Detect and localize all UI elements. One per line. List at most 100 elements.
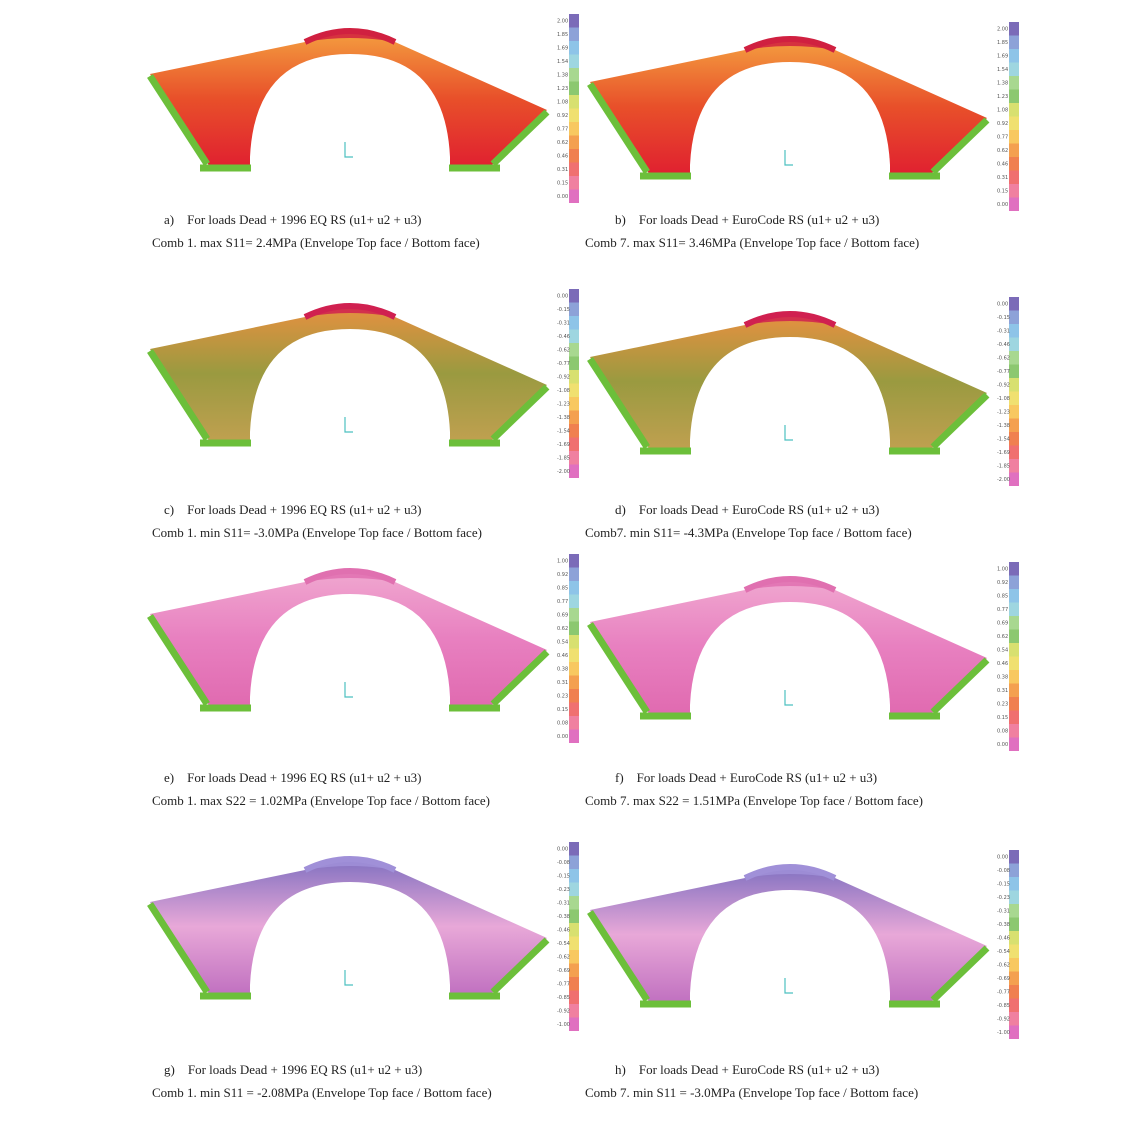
legend-swatch — [569, 370, 579, 384]
caption-line: a) For loads Dead + 1996 EQ RS (u1+ u2 +… — [152, 208, 572, 231]
arch-edge — [303, 568, 397, 585]
legend-label: -1.85 — [557, 455, 570, 461]
legend-swatch — [1009, 944, 1019, 958]
legend-swatch — [1009, 324, 1019, 338]
legend-label: 0.54 — [997, 647, 1008, 653]
bridge-body — [590, 313, 987, 450]
support — [587, 622, 650, 714]
contour-figure: 1.00 0.92 0.85 0.77 0.69 0.62 0.54 0.46 0.38 0.31… — [587, 562, 1019, 751]
legend-swatch — [1009, 917, 1019, 931]
legend-label: -0.62 — [557, 954, 570, 960]
legend-label: 0.62 — [997, 634, 1008, 640]
bridge-body — [590, 578, 987, 715]
legend-label: 0.62 — [997, 148, 1008, 154]
legend-swatch — [569, 936, 579, 950]
panel-label: d) — [615, 502, 626, 517]
legend-swatch — [569, 675, 579, 689]
legend-label: 0.00 — [557, 194, 568, 200]
caption-loads: For loads Dead + EuroCode RS (u1+ u2 + u… — [638, 1062, 880, 1077]
support — [930, 392, 990, 450]
legend-swatch — [569, 189, 579, 203]
axis-marker — [784, 978, 793, 994]
legend-swatch — [1009, 562, 1019, 576]
legend-label: 0.77 — [997, 607, 1008, 613]
bridge-body — [150, 305, 547, 442]
axis-marker — [344, 417, 353, 433]
legend-swatch — [1009, 602, 1019, 616]
legend-label: -1.00 — [997, 1030, 1010, 1036]
legend-label: 0.08 — [557, 720, 568, 726]
legend-label: 0.85 — [997, 593, 1008, 599]
legend-swatch — [1009, 683, 1019, 697]
legend-swatch — [569, 149, 579, 163]
legend-label: -0.77 — [557, 981, 570, 987]
legend-swatch — [1009, 143, 1019, 157]
support — [147, 614, 210, 706]
legend-label: -0.85 — [997, 1003, 1010, 1009]
caption: c) For loads Dead + 1996 EQ RS (u1+ u2 +… — [152, 498, 572, 544]
legend-label: 0.62 — [557, 140, 568, 146]
legend-label: -1.38 — [557, 415, 570, 421]
legend-swatch — [1009, 418, 1019, 432]
legend-label: -1.54 — [557, 428, 570, 434]
support — [490, 937, 550, 995]
contour-figure: 0.00 -0.15 -0.31 -0.46 -0.62 -0.77 -0.92 -1.08 -… — [147, 289, 579, 478]
legend-swatch — [1009, 985, 1019, 999]
legend-swatch — [569, 437, 579, 451]
panel-label: e) — [164, 770, 175, 785]
legend-label: 1.00 — [557, 558, 568, 564]
legend-label: 1.38 — [557, 72, 568, 78]
legend-label: 1.23 — [557, 86, 568, 92]
legend-label: 0.92 — [557, 572, 568, 578]
legend-label: -2.00 — [557, 469, 570, 475]
legend-swatch — [1009, 1025, 1019, 1039]
arch-edge — [303, 303, 397, 320]
legend-label: 0.69 — [997, 620, 1008, 626]
caption-line: e) For loads Dead + 1996 EQ RS (u1+ u2 +… — [152, 766, 572, 789]
legend-label: -0.62 — [997, 355, 1010, 361]
legend-label: 0.15 — [557, 180, 568, 186]
legend-label: 1.54 — [997, 67, 1008, 73]
legend-label: 0.38 — [557, 666, 568, 672]
legend-label: -0.46 — [997, 342, 1010, 348]
legend-label: 0.62 — [557, 626, 568, 632]
legend-swatch — [569, 729, 579, 743]
legend-swatch — [569, 464, 579, 478]
legend-swatch — [1009, 850, 1019, 864]
legend-label: -0.77 — [557, 361, 570, 367]
legend-swatch — [1009, 337, 1019, 351]
legend-swatch — [1009, 697, 1019, 711]
legend-swatch — [569, 635, 579, 649]
bridge-body — [590, 38, 987, 175]
legend-swatch — [569, 689, 579, 703]
contour-figure: 2.00 1.85 1.69 1.54 1.38 1.23 1.08 0.92 0.77 0.62… — [147, 14, 579, 203]
legend-swatch — [569, 554, 579, 568]
legend-swatch — [569, 869, 579, 883]
legend-label: -0.23 — [557, 887, 570, 893]
legend-label: -0.15 — [557, 307, 570, 313]
legend-label: -0.31 — [997, 908, 1010, 914]
contour-figure: 0.00 -0.15 -0.31 -0.46 -0.62 -0.77 -0.92 -1.08 -… — [587, 297, 1019, 486]
legend-label: -1.23 — [997, 409, 1010, 415]
legend-swatch — [1009, 931, 1019, 945]
caption-result: Comb 7. max S11= 3.46MPa (Envelope Top f… — [585, 235, 920, 250]
legend-swatch — [1009, 405, 1019, 419]
support — [490, 384, 550, 442]
legend-swatch — [569, 14, 579, 28]
legend-label: -0.08 — [997, 868, 1010, 874]
legend-label: -0.92 — [557, 374, 570, 380]
legend-label: 0.23 — [997, 701, 1008, 707]
legend-swatch — [1009, 351, 1019, 365]
legend-label: 0.92 — [997, 121, 1008, 127]
legend-swatch — [569, 81, 579, 95]
legend-label: 0.31 — [557, 680, 568, 686]
legend-label: 1.38 — [997, 80, 1008, 86]
arch-edge — [303, 856, 397, 873]
legend-swatch — [569, 608, 579, 622]
legend-swatch — [569, 990, 579, 1004]
legend-swatch — [569, 1004, 579, 1018]
contour-figure: 2.00 1.85 1.69 1.54 1.38 1.23 1.08 0.92 0.77 0.62… — [587, 22, 1019, 211]
legend-swatch — [1009, 391, 1019, 405]
legend-label: 0.00 — [557, 846, 568, 852]
legend-label: -0.77 — [997, 989, 1010, 995]
